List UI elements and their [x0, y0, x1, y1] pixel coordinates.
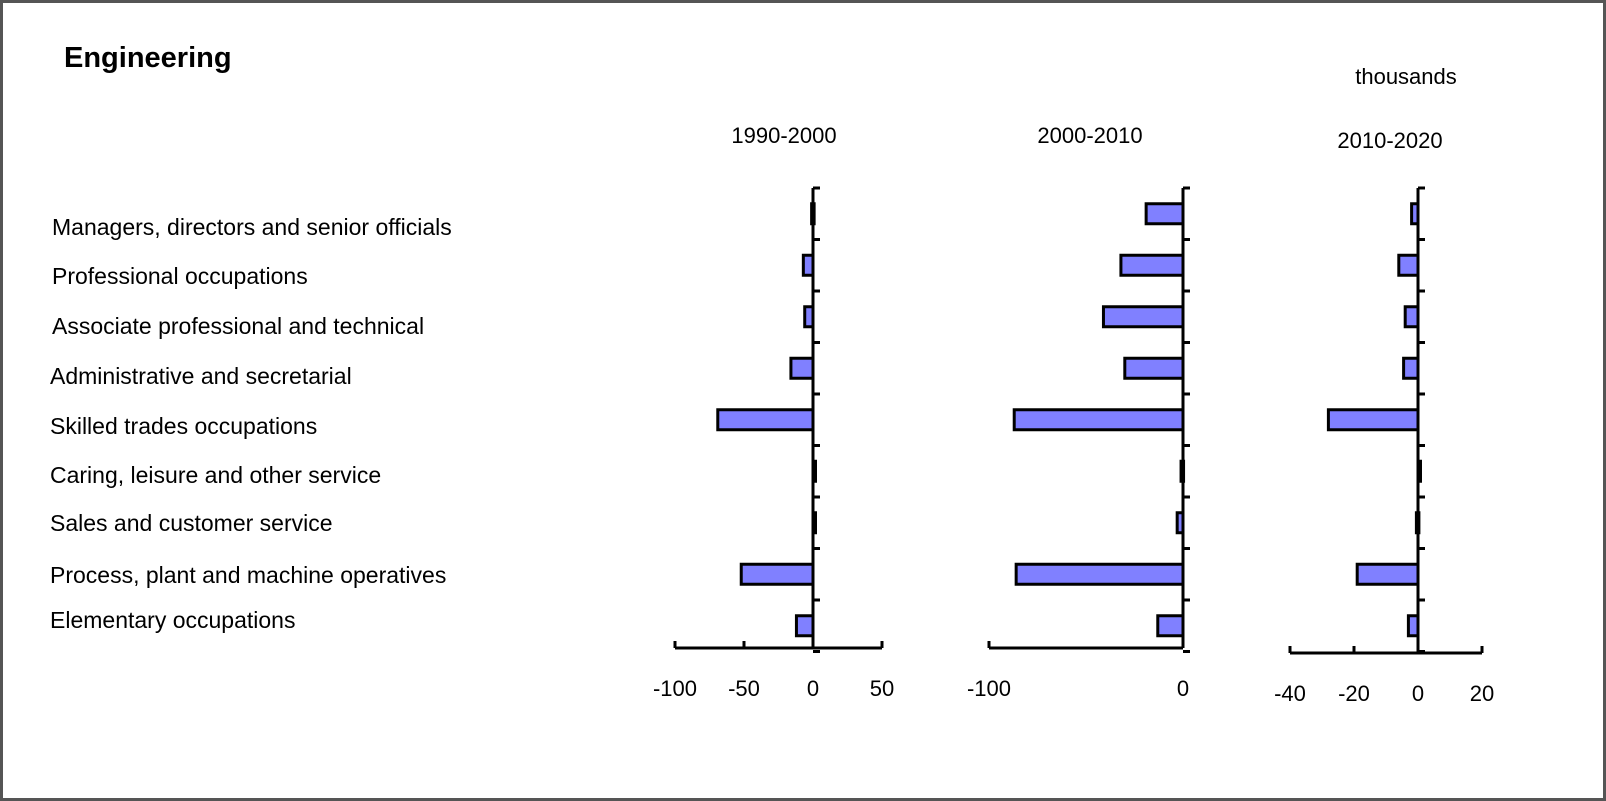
panel-title: 1990-2000: [731, 123, 836, 148]
bar: [789, 356, 815, 380]
category-label: Elementary occupations: [50, 607, 295, 633]
category-label: Skilled trades occupations: [50, 413, 317, 439]
category-label: Caring, leisure and other service: [50, 462, 381, 488]
value-tick-label: -50: [728, 676, 760, 701]
value-tick-label: -20: [1338, 681, 1370, 706]
value-tick-label: 0: [807, 676, 819, 701]
value-tick-label: 0: [1177, 676, 1189, 701]
category-label: Sales and customer service: [50, 510, 333, 536]
bar: [1101, 305, 1185, 329]
bar: [1123, 356, 1185, 380]
category-label: Professional occupations: [52, 263, 308, 289]
value-tick-label: -40: [1274, 681, 1306, 706]
figure-title: Engineering: [64, 42, 232, 74]
category-label: Managers, directors and senior officials: [52, 214, 452, 240]
value-tick-label: 20: [1470, 681, 1494, 706]
panel-title: 2010-2020: [1337, 128, 1442, 153]
panel-1: 1990-2000 -100 -50 0 50: [653, 123, 894, 701]
panel-title: 2000-2010: [1037, 123, 1142, 148]
bar: [1119, 253, 1185, 277]
bar: [1144, 202, 1185, 226]
bar: [1403, 305, 1420, 329]
value-tick-label: 50: [870, 676, 894, 701]
bar: [1355, 562, 1420, 586]
bar: [716, 408, 815, 432]
category-label: Associate professional and technical: [52, 313, 424, 339]
bar: [1012, 408, 1185, 432]
units-label: thousands: [1355, 64, 1457, 89]
value-tick-label: -100: [653, 676, 697, 701]
panel-3: 2010-2020 -40 -20 0 20: [1274, 128, 1494, 706]
bar: [739, 562, 815, 586]
panel-2: 2000-2010 -100 0: [967, 123, 1190, 701]
bar: [794, 614, 815, 638]
bar: [1156, 614, 1185, 638]
bar: [1326, 408, 1420, 432]
bar: [1402, 356, 1420, 380]
bar: [1397, 253, 1420, 277]
value-tick-label: -100: [967, 676, 1011, 701]
value-tick-label: 0: [1412, 681, 1424, 706]
category-label: Process, plant and machine operatives: [50, 562, 446, 588]
bar: [1014, 562, 1185, 586]
category-label: Administrative and secretarial: [50, 363, 352, 389]
category-labels: Managers, directors and senior officials…: [50, 214, 452, 633]
